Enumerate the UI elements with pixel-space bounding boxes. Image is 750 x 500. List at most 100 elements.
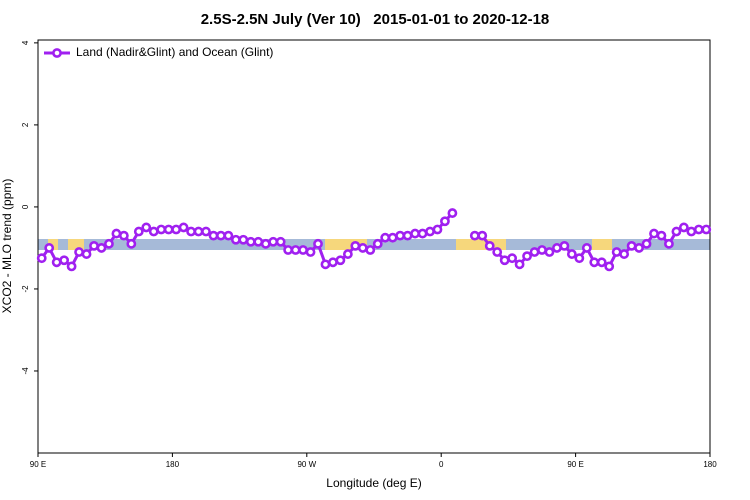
data-point — [492, 247, 503, 257]
y-tick-label: 2 — [21, 122, 30, 127]
data-point — [552, 243, 562, 253]
data-point — [649, 228, 659, 239]
y-axis-label: XCO2 - MLO trend (ppm) — [0, 179, 14, 314]
data-point — [678, 222, 689, 233]
data-point — [507, 253, 518, 264]
x-tick-label: 90 E — [30, 460, 46, 469]
data-point — [372, 238, 383, 249]
data-point — [193, 226, 204, 237]
x-tick-label: 0 — [439, 460, 444, 469]
data-point — [44, 243, 55, 253]
data-point — [693, 224, 704, 235]
y-tick-label: -4 — [21, 367, 30, 375]
data-point — [484, 240, 495, 251]
data-point — [36, 253, 47, 264]
data-point — [395, 230, 406, 241]
data-point — [596, 257, 607, 268]
plot-frame — [37, 39, 711, 454]
land-band — [456, 239, 506, 250]
data-point — [664, 238, 674, 249]
data-point — [417, 228, 428, 239]
data-point — [208, 230, 219, 241]
data-point — [223, 230, 234, 241]
data-point — [656, 230, 667, 241]
data-point — [522, 251, 532, 262]
data-point — [365, 245, 376, 255]
data-point — [81, 249, 92, 259]
land-band — [68, 239, 84, 250]
data-point — [342, 249, 353, 259]
y-tick-label: 4 — [21, 40, 30, 45]
data-point — [320, 259, 331, 270]
land-band — [592, 239, 612, 250]
data-point — [671, 226, 682, 237]
data-point — [477, 230, 488, 241]
data-point — [447, 208, 458, 218]
data-point — [410, 228, 420, 239]
data-point — [268, 236, 279, 247]
data-point — [634, 243, 644, 253]
data-point — [216, 230, 226, 241]
data-point — [641, 238, 652, 249]
data-point — [298, 245, 308, 255]
data-point — [313, 238, 323, 249]
data-point — [350, 240, 361, 251]
data-point — [574, 253, 585, 264]
data-point — [440, 216, 450, 227]
data-point — [51, 257, 62, 268]
data-point — [111, 228, 122, 239]
data-point — [559, 240, 570, 251]
data-point — [305, 247, 316, 257]
data-point — [380, 232, 391, 243]
data-point — [126, 238, 137, 249]
data-point — [178, 222, 189, 233]
x-tick-label: 180 — [166, 460, 180, 469]
legend-marker — [52, 48, 62, 58]
data-point — [581, 243, 592, 253]
data-point — [74, 247, 84, 257]
data-point — [387, 232, 398, 243]
data-point — [171, 224, 182, 235]
data-point — [686, 226, 697, 237]
x-tick-label: 90 E — [567, 460, 583, 469]
data-point — [141, 222, 152, 233]
data-point — [66, 261, 77, 272]
land-band — [325, 239, 367, 250]
data-point — [589, 257, 600, 268]
data-point — [59, 255, 70, 266]
data-point — [499, 255, 510, 266]
data-point — [626, 240, 637, 251]
data-point — [566, 249, 577, 259]
data-point — [357, 243, 368, 253]
x-tick-label: 180 — [703, 460, 717, 469]
data-point — [402, 230, 413, 241]
x-axis-label: Longitude (deg E) — [326, 476, 421, 490]
data-point — [238, 234, 249, 245]
data-point — [283, 245, 294, 255]
data-point — [260, 238, 271, 249]
data-point — [118, 230, 129, 241]
data-point — [96, 243, 107, 253]
data-point — [253, 236, 264, 247]
data-point — [201, 226, 211, 237]
data-point — [432, 224, 443, 235]
data-point — [469, 230, 480, 241]
data-point — [148, 226, 159, 237]
data-point — [133, 226, 144, 237]
data-point — [335, 255, 346, 266]
chart-title: 2.5S-2.5N July (Ver 10) 2015-01-01 to 20… — [201, 11, 550, 28]
data-point — [514, 259, 525, 270]
data-point — [537, 245, 547, 255]
y-tick-label: -2 — [21, 285, 30, 293]
data-point — [245, 236, 256, 247]
data-point — [163, 224, 174, 235]
data-point — [701, 224, 712, 235]
data-point — [156, 224, 167, 235]
data-point — [611, 247, 622, 257]
y-tick-label: 0 — [21, 204, 30, 209]
data-point — [89, 240, 99, 251]
data-point — [604, 261, 615, 272]
data-point — [186, 226, 196, 237]
data-point — [104, 238, 114, 249]
